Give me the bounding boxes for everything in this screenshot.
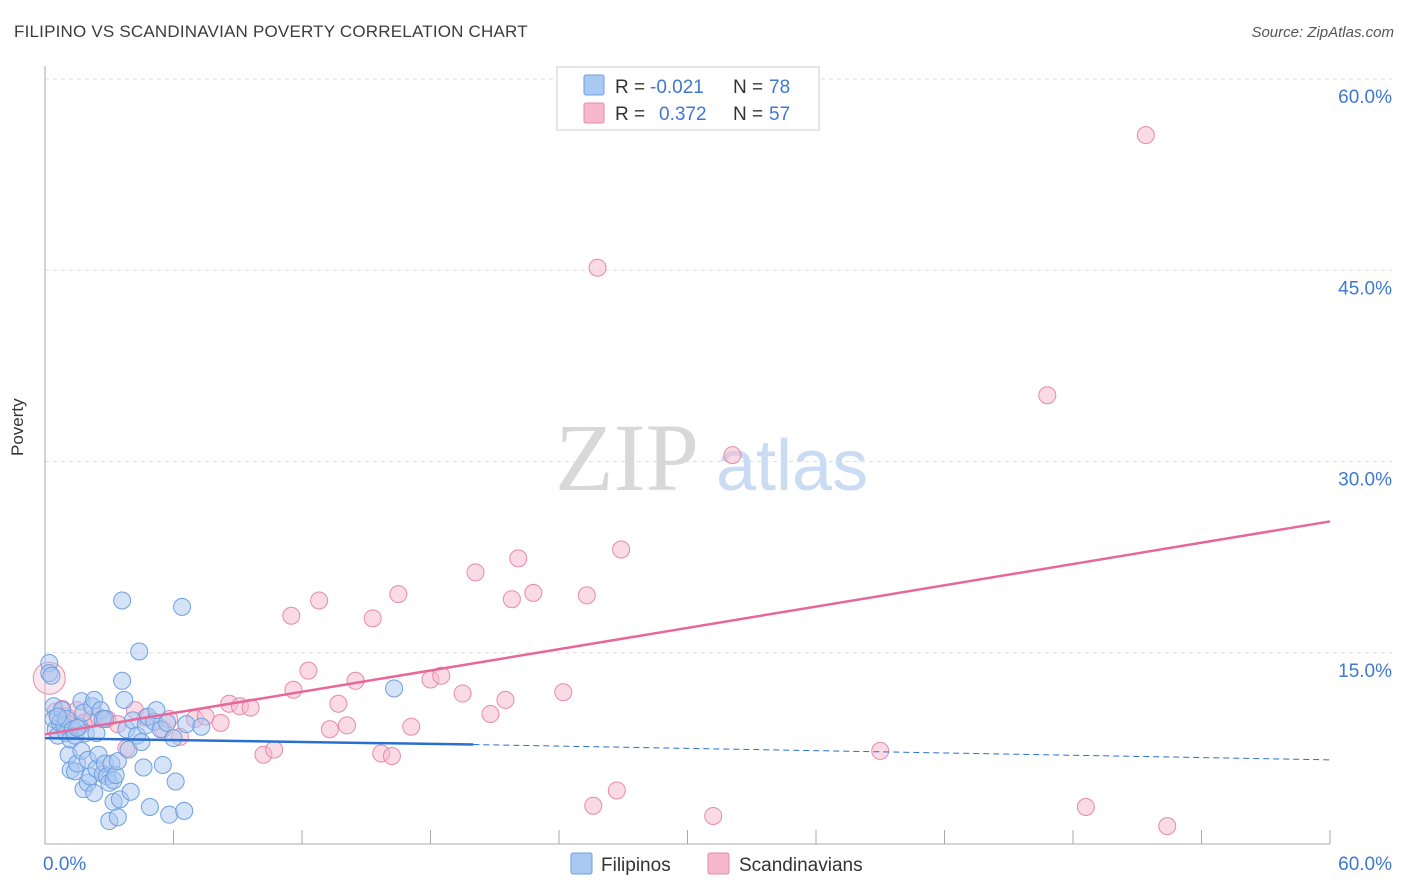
- filipinos-point-57: [132, 733, 151, 751]
- legend-item-scandinavians-label: Scandinavians: [739, 855, 863, 876]
- x-tick-label-1: 60.0%: [1338, 854, 1392, 875]
- scandinavians-trend-line: [44, 520, 1331, 736]
- filipinos-point-58: [134, 758, 153, 777]
- filipinos-point-30: [85, 784, 104, 802]
- legend-swatch-scandinavians: [583, 102, 605, 124]
- filipinos-point-50: [115, 690, 134, 709]
- y-tick-label-3: 60.0%: [1338, 87, 1392, 108]
- correlation-legend: R = -0.021 N = 78 R = 0.372 N = 57: [556, 66, 820, 131]
- y-tick-label-1: 30.0%: [1338, 470, 1392, 491]
- scandinavians-point-41: [466, 563, 485, 582]
- tick-labels: 15.0% 30.0% 45.0% 60.0% 0.0% 60.0%: [43, 87, 1392, 875]
- scandinavians-point-24: [265, 740, 284, 759]
- filipinos-point-46: [108, 808, 127, 827]
- legend-n-label-1: N =: [733, 77, 763, 98]
- scandinavians-point-29: [320, 720, 339, 739]
- grid: [45, 78, 1392, 654]
- scandinavians-point-44: [502, 590, 521, 609]
- filipinos-point-73: [192, 717, 211, 736]
- filipinos-point-66: [158, 713, 177, 732]
- legend-n-label-2: N =: [733, 104, 763, 125]
- scandinavians-point-48: [577, 586, 596, 605]
- scandinavians-point-55: [871, 741, 890, 760]
- filipinos-points: [40, 591, 404, 831]
- filipinos-point-67: [160, 805, 179, 824]
- filipinos-point-45: [108, 752, 127, 771]
- filipinos-point-72: [177, 715, 196, 734]
- watermark: ZIP atlas: [555, 404, 868, 511]
- scandinavians-point-59: [1158, 817, 1177, 836]
- legend-n-value-1: 78: [769, 77, 790, 98]
- y-tick-label-0: 15.0%: [1338, 661, 1392, 682]
- scandinavians-point-37: [402, 717, 421, 736]
- scandinavians-point-58: [1136, 126, 1155, 145]
- watermark-atlas: atlas: [716, 426, 868, 506]
- filipinos-point-48: [113, 591, 132, 610]
- scandinavians-point-30: [329, 694, 348, 713]
- filipinos-point-49: [113, 671, 132, 690]
- scandinavians-point-54: [723, 446, 742, 465]
- axes: [44, 66, 1331, 845]
- scandinavians-point-50: [588, 258, 607, 277]
- filipinos-trend-line: [44, 736, 474, 746]
- scandinavians-point-33: [363, 609, 382, 628]
- filipinos-point-70: [173, 597, 192, 616]
- filipinos-point-68: [164, 729, 183, 748]
- watermark-zip: ZIP: [555, 404, 699, 511]
- scandinavians-point-39: [432, 666, 451, 685]
- legend-r-value-2: 0.372: [659, 104, 707, 125]
- filipinos-point-61: [140, 798, 159, 817]
- scandinavians-point-56: [1038, 386, 1057, 405]
- x-tick-label-0: 0.0%: [43, 854, 86, 875]
- filipinos-point-56: [130, 642, 149, 661]
- scandinavians-point-40: [453, 684, 472, 703]
- filipinos-point-53: [121, 782, 140, 801]
- scandinavians-point-31: [337, 716, 356, 735]
- scandinavians-point-35: [382, 747, 401, 766]
- scandinavians-point-26: [284, 680, 303, 699]
- scandinavians-point-25: [282, 606, 301, 625]
- legend-item-filipinos-swatch: [570, 852, 593, 875]
- filipinos-trend-extension: [473, 744, 1331, 761]
- legend-n-value-2: 57: [769, 104, 790, 125]
- chart-title: FILIPINO VS SCANDINAVIAN POVERTY CORRELA…: [14, 22, 528, 41]
- scandinavians-point-57: [1076, 798, 1095, 817]
- scandinavians-point-51: [607, 781, 626, 800]
- scandinavians-point-43: [496, 690, 515, 709]
- scandinavians-point-27: [299, 661, 318, 680]
- scandinavians-point-52: [612, 540, 631, 559]
- y-tick-label-2: 45.0%: [1338, 278, 1392, 299]
- filipinos-point-65: [153, 755, 172, 774]
- legend-r-label-1: R =: [615, 77, 645, 98]
- scandinavians-point-46: [524, 583, 543, 602]
- series-legend: Filipinos Scandinavians: [570, 852, 863, 876]
- scandinavians-point-28: [310, 591, 329, 610]
- scandinavians-point-49: [584, 796, 603, 815]
- legend-r-label-2: R =: [615, 104, 645, 125]
- legend-r-value-1: -0.021: [650, 77, 704, 98]
- filipinos-point-71: [175, 801, 194, 820]
- scandinavians-point-42: [481, 704, 500, 723]
- legend-item-filipinos-label: Filipinos: [601, 855, 671, 876]
- scandinavians-point-19: [211, 713, 230, 732]
- scandinavians-point-53: [704, 806, 723, 825]
- filipinos-point-77: [48, 707, 67, 726]
- trend-lines: [44, 520, 1331, 761]
- filipinos-point-2: [42, 666, 61, 685]
- legend-item-scandinavians-swatch: [707, 852, 730, 875]
- scandinavians-point-45: [509, 549, 528, 568]
- legend-swatch-filipinos: [583, 74, 605, 96]
- scandinavians-point-36: [389, 585, 408, 604]
- source-note: Source: ZipAtlas.com: [1251, 24, 1394, 41]
- filipinos-point-69: [166, 772, 185, 791]
- scandinavians-point-47: [554, 683, 573, 702]
- filipinos-point-74: [385, 679, 404, 698]
